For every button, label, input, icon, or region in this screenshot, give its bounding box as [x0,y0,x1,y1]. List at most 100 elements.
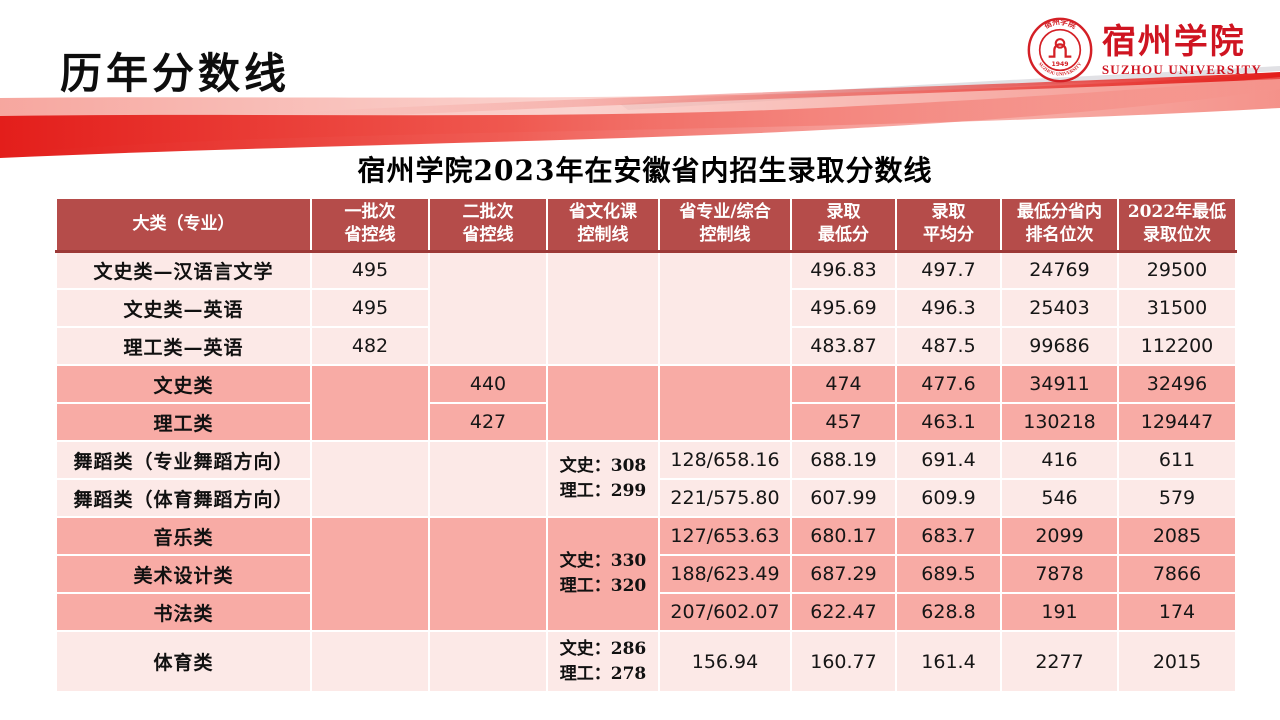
table-row: 理工类—英语 482 483.87 487.5 99686 112200 [55,326,1237,366]
header-category: 大类（专业） [55,197,312,253]
cell-min-score: 496.83 [790,250,897,290]
table-row: 舞蹈类（体育舞蹈方向） 221/575.80 607.99 609.9 546 … [55,478,1237,518]
university-seal-icon: 宿州学院 SUZHOU UNIVERSITY 1949 [1027,16,1093,83]
cell-culture-empty [546,364,660,442]
cell-label: 文史类—汉语言文学 [55,250,312,290]
cell-rank: 34911 [1000,364,1119,404]
cell-avg-score: 609.9 [895,478,1002,518]
cell-culture-line: 文史：330 理工：320 [546,516,660,632]
cell-comprehensive: 127/653.63 [658,516,792,556]
cell-label: 舞蹈类（专业舞蹈方向） [55,440,312,480]
cell-batch1-empty [310,516,430,632]
cell-rank-2022: 2015 [1117,630,1237,693]
table-row: 体育类 文史：286 理工：278 156.94 160.77 161.4 22… [55,630,1237,693]
cell-comprehensive: 188/623.49 [658,554,792,594]
university-logo: 宿州学院 SUZHOU UNIVERSITY 1949 宿州学院 SUZHOU … [1026,16,1262,84]
logo-en-name: SUZHOU UNIVERSITY [1101,61,1262,77]
header-avg-score: 录取 平均分 [895,197,1002,253]
cell-min-score: 680.17 [790,516,897,556]
cell-label: 文史类 [55,364,312,404]
cell-rank-2022: 611 [1117,440,1237,480]
cell-min-score: 607.99 [790,478,897,518]
table-header-row: 大类（专业） 一批次 省控线 二批次 省控线 省文化课 控制线 省专业/综合 控… [55,197,1237,253]
cell-batch2-empty [428,440,548,518]
cell-rank: 24769 [1000,250,1119,290]
cell-avg-score: 691.4 [895,440,1002,480]
cell-avg-score: 477.6 [895,364,1002,404]
header-rank: 最低分省内 排名位次 [1000,197,1119,253]
cell-avg-score: 497.7 [895,250,1002,290]
cell-rank: 25403 [1000,288,1119,328]
cell-label: 理工类 [55,402,312,442]
cell-rank-2022: 579 [1117,478,1237,518]
cell-rank: 130218 [1000,402,1119,442]
cell-min-score: 457 [790,402,897,442]
cell-rank-2022: 112200 [1117,326,1237,366]
table-row: 理工类 427 457 463.1 130218 129447 [55,402,1237,442]
cell-batch1: 495 [310,250,430,290]
cell-rank: 416 [1000,440,1119,480]
cell-comprehensive-empty [658,364,792,442]
cell-rank: 2277 [1000,630,1119,693]
logo-cn-name: 宿州学院 [1101,21,1246,62]
cell-rank-2022: 7866 [1117,554,1237,594]
cell-rank-2022: 29500 [1117,250,1237,290]
cell-min-score: 483.87 [790,326,897,366]
table-row: 美术设计类 188/623.49 687.29 689.5 7878 7866 [55,554,1237,594]
table-row: 文史类—汉语言文学 495 496.83 497.7 24769 29500 [55,250,1237,366]
header-min-score: 录取 最低分 [790,197,897,253]
cell-avg-score: 683.7 [895,516,1002,556]
table-title: 宿州学院2023年在安徽省内招生录取分数线 [357,154,933,187]
cell-rank: 2099 [1000,516,1119,556]
cell-rank-2022: 174 [1117,592,1237,632]
cell-min-score: 622.47 [790,592,897,632]
cell-batch2: 427 [428,402,548,442]
cell-min-score: 687.29 [790,554,897,594]
cell-label: 美术设计类 [55,554,312,594]
cell-rank-2022: 2085 [1117,516,1237,556]
header-comprehensive-line: 省专业/综合 控制线 [658,197,792,253]
header-batch1: 一批次 省控线 [310,197,430,253]
cell-rank: 191 [1000,592,1119,632]
cell-min-score: 495.69 [790,288,897,328]
cell-batch1-empty [310,630,430,693]
header-batch2: 二批次 省控线 [428,197,548,253]
cell-batch2-empty [428,630,548,693]
cell-label: 文史类—英语 [55,288,312,328]
cell-avg-score: 487.5 [895,326,1002,366]
table-row: 音乐类 文史：330 理工：320 127/653.63 680.17 683.… [55,516,1237,632]
header-culture-line: 省文化课 控制线 [546,197,660,253]
cell-rank-2022: 129447 [1117,402,1237,442]
cell-culture-empty [546,250,660,366]
cell-batch2: 440 [428,364,548,404]
cell-avg-score: 161.4 [895,630,1002,693]
cell-avg-score: 496.3 [895,288,1002,328]
cell-culture-line: 文史：308 理工：299 [546,440,660,518]
admission-scores-table: 大类（专业） 一批次 省控线 二批次 省控线 省文化课 控制线 省专业/综合 控… [55,197,1237,693]
header-rank-2022: 2022年最低 录取位次 [1117,197,1237,253]
table-row: 书法类 207/602.07 622.47 628.8 191 174 [55,592,1237,632]
page-title: 历年分数线 [60,49,291,98]
cell-comprehensive-empty [658,250,792,366]
cell-min-score: 688.19 [790,440,897,480]
cell-batch1: 495 [310,288,430,328]
seal-gate-icon [1048,43,1072,58]
cell-batch2-empty [428,516,548,632]
cell-avg-score: 628.8 [895,592,1002,632]
cell-label: 体育类 [55,630,312,693]
cell-label: 理工类—英语 [55,326,312,366]
cell-batch1: 482 [310,326,430,366]
cell-rank-2022: 32496 [1117,364,1237,404]
cell-rank-2022: 31500 [1117,288,1237,328]
cell-rank: 99686 [1000,326,1119,366]
cell-culture-line: 文史：286 理工：278 [546,630,660,693]
cell-avg-score: 463.1 [895,402,1002,442]
cell-label: 音乐类 [55,516,312,556]
cell-label: 舞蹈类（体育舞蹈方向） [55,478,312,518]
table-row: 舞蹈类（专业舞蹈方向） 文史：308 理工：299 128/658.16 688… [55,440,1237,518]
seal-year-text: 1949 [1051,61,1068,68]
table-row: 文史类—英语 495 495.69 496.3 25403 31500 [55,288,1237,328]
cell-avg-score: 689.5 [895,554,1002,594]
cell-comprehensive: 156.94 [658,630,792,693]
cell-label: 书法类 [55,592,312,632]
